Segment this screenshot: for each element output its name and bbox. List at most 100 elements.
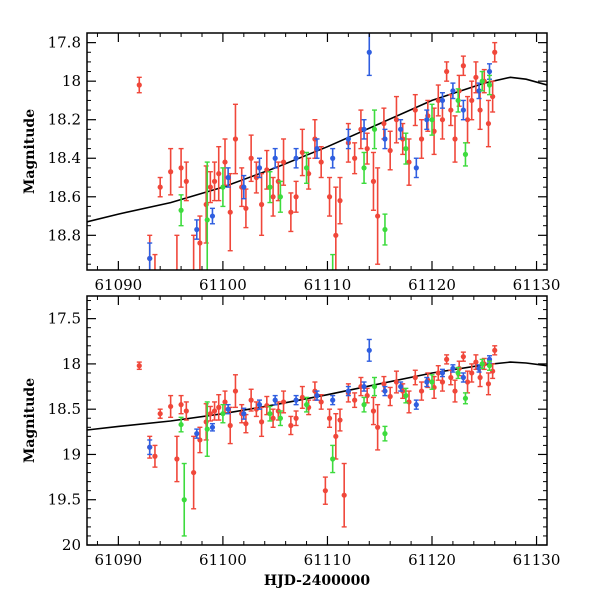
top-red-point xyxy=(152,253,158,270)
bottom-red-point xyxy=(452,379,458,403)
top-red-point xyxy=(293,180,299,213)
top-red-point xyxy=(460,55,466,77)
bottom-red-point xyxy=(248,388,254,412)
bottom-blue-point xyxy=(330,394,336,406)
top-blue-point xyxy=(330,147,336,169)
bottom-y-tick-label: 17.5 xyxy=(48,310,81,328)
top-red-point xyxy=(183,161,189,202)
bottom-blue-point xyxy=(460,372,466,383)
bottom-blue-point xyxy=(345,385,351,397)
top-red-point xyxy=(136,76,142,94)
bottom-y-tick-label: 19.5 xyxy=(48,491,81,509)
bottom-red-point xyxy=(492,345,498,356)
top-red-point xyxy=(299,128,305,177)
bottom-y-tick-label: 20 xyxy=(62,536,81,554)
bottom-blue-point xyxy=(256,399,263,410)
top-red-point xyxy=(352,142,358,175)
bottom-panel-y-tick-labels: 17.5 18 18.5 19 19.5 20 xyxy=(48,310,81,554)
top-blue-point xyxy=(209,207,216,225)
top-x-tick-label: 61120 xyxy=(408,276,456,294)
top-red-point xyxy=(211,161,218,202)
bottom-blue-point xyxy=(293,394,299,406)
top-red-point xyxy=(448,93,454,127)
bottom-red-point xyxy=(318,393,324,410)
top-x-tick-label: 61090 xyxy=(95,276,143,294)
bottom-red-point xyxy=(197,426,203,454)
bottom-panel: 61090 61100 61110 61120 61130 17.5 18 18.5 19 19… xyxy=(22,295,560,589)
top-blue-point xyxy=(450,82,456,100)
bottom-red-point xyxy=(174,435,180,483)
top-red-point xyxy=(323,322,328,380)
top-green-point xyxy=(220,167,226,208)
top-red-point xyxy=(364,132,370,165)
top-y-tick-label: 18.8 xyxy=(48,226,81,244)
bottom-blue-point xyxy=(194,428,200,439)
top-blue-point xyxy=(256,157,263,179)
bottom-blue-point xyxy=(450,364,456,373)
bottom-green-point xyxy=(361,396,367,413)
bottom-model-curve xyxy=(87,361,547,431)
bottom-red-point xyxy=(326,408,333,428)
bottom-red-point xyxy=(370,396,377,426)
top-red-point xyxy=(406,138,412,186)
bottom-blue-point xyxy=(424,376,430,388)
bottom-red-point xyxy=(293,410,299,427)
bottom-red-point xyxy=(387,386,393,407)
bottom-red-point xyxy=(337,408,343,432)
bottom-blue-point xyxy=(439,368,446,378)
top-red-point xyxy=(264,149,270,190)
bottom-blue-point xyxy=(272,394,278,406)
bottom-green-point xyxy=(382,425,388,442)
top-blue-point xyxy=(460,99,466,121)
top-red-point xyxy=(492,41,498,63)
top-panel-y-tick-labels: 17.8 18 18.2 18.4 18.6 18.8 xyxy=(48,34,81,245)
bottom-green-point xyxy=(403,387,409,404)
bottom-red-point xyxy=(375,403,381,451)
top-red-point xyxy=(207,171,213,204)
bottom-x-tick-label: 61090 xyxy=(95,551,143,569)
bottom-green-point xyxy=(371,376,378,397)
top-panel-marks xyxy=(87,33,547,428)
top-blue-point xyxy=(398,119,404,140)
bottom-red-point xyxy=(469,363,475,383)
bottom-panel-ticks xyxy=(87,296,547,546)
bottom-green-point xyxy=(220,403,226,424)
top-red-point xyxy=(358,109,364,150)
top-green-point xyxy=(277,180,284,213)
bottom-blue-point xyxy=(398,381,404,392)
bottom-panel-marks xyxy=(87,338,547,537)
bottom-blue-point xyxy=(209,422,216,432)
top-red-point xyxy=(326,176,333,217)
bottom-red-point xyxy=(418,381,425,401)
top-y-tick-label: 17.8 xyxy=(48,34,81,52)
bottom-y-tick-label: 18.5 xyxy=(48,400,81,418)
bottom-green-point xyxy=(178,416,184,433)
bottom-panel-frame xyxy=(86,295,548,546)
bottom-red-point xyxy=(322,476,328,505)
top-green-point xyxy=(303,151,310,184)
bottom-blue-point xyxy=(314,390,320,401)
top-blue-point xyxy=(272,147,278,169)
bottom-red-point xyxy=(412,369,418,386)
top-blue-point xyxy=(424,109,430,131)
top-green-point xyxy=(178,194,184,227)
top-red-point xyxy=(216,145,222,202)
top-blue-point xyxy=(361,119,367,140)
bottom-panel-y-axis-label: Magnitude xyxy=(22,378,38,463)
top-x-tick-label: 61110 xyxy=(304,276,352,294)
top-red-point xyxy=(435,84,441,117)
bottom-red-point xyxy=(444,354,450,365)
bottom-red-point xyxy=(157,408,163,419)
top-red-point xyxy=(393,95,400,144)
top-red-point xyxy=(258,172,265,237)
bottom-red-point xyxy=(393,370,400,394)
bottom-red-point xyxy=(253,401,259,418)
top-red-point xyxy=(387,130,393,171)
top-red-point xyxy=(342,293,347,428)
top-y-tick-label: 18.4 xyxy=(48,149,81,167)
bottom-red-point xyxy=(460,351,466,362)
bottom-red-point xyxy=(207,405,213,422)
bottom-red-point xyxy=(485,372,492,396)
bottom-red-point xyxy=(136,361,142,371)
top-red-point xyxy=(333,186,339,270)
